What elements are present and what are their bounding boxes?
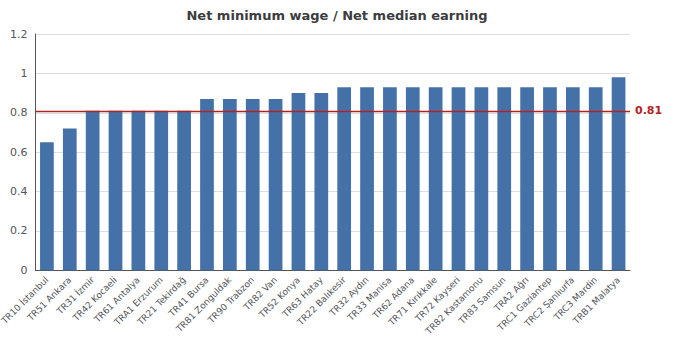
- svg-text:TR71 Kırıkkale: TR71 Kırıkkale: [386, 274, 440, 328]
- svg-text:0.8: 0.8: [10, 106, 28, 119]
- svg-text:0.81: 0.81: [635, 104, 662, 117]
- svg-text:TR81 Zonguldak: TR81 Zonguldak: [174, 274, 234, 334]
- svg-text:TR90 Trabzon: TR90 Trabzon: [206, 274, 257, 325]
- svg-text:0.2: 0.2: [10, 224, 28, 237]
- svg-text:TR42 Kocaeli: TR42 Kocaeli: [71, 274, 120, 323]
- svg-text:0.6: 0.6: [10, 146, 28, 159]
- svg-text:TR62 Adana: TR62 Adana: [370, 274, 417, 321]
- svg-text:TR22 Balıkesir: TR22 Balıkesir: [295, 274, 348, 328]
- svg-text:TR33 Manisa: TR33 Manisa: [345, 274, 394, 323]
- svg-text:TR52 Konya: TR52 Konya: [257, 274, 302, 320]
- svg-text:TR51 Ankara: TR51 Ankara: [25, 274, 74, 323]
- svg-text:TRA1 Erzurum: TRA1 Erzurum: [112, 274, 165, 328]
- svg-text:Net minimum wage / Net median: Net minimum wage / Net median earning: [186, 8, 487, 23]
- svg-text:TR61 Antalya: TR61 Antalya: [92, 274, 142, 325]
- svg-text:TRC2 Şanlıurfa: TRC2 Şanlıurfa: [522, 274, 577, 329]
- svg-text:0.4: 0.4: [10, 185, 28, 198]
- svg-text:TRA2 Ağrı: TRA2 Ağrı: [492, 274, 531, 314]
- svg-text:TR31 İzmir: TR31 İzmir: [54, 274, 97, 317]
- svg-text:TR72 Kayseri: TR72 Kayseri: [413, 274, 462, 324]
- svg-text:TR82 Van: TR82 Van: [241, 274, 280, 313]
- svg-text:TR32 Aydın: TR32 Aydın: [327, 274, 371, 318]
- svg-text:TR41 Bursa: TR41 Bursa: [166, 274, 211, 319]
- svg-text:TRB1 Malatya: TRB1 Malatya: [570, 275, 622, 327]
- svg-text:TRC3 Mardin: TRC3 Mardin: [552, 274, 600, 323]
- svg-text:0: 0: [20, 264, 27, 277]
- svg-text:1: 1: [20, 67, 27, 80]
- svg-text:TR63 Hatay: TR63 Hatay: [280, 274, 325, 320]
- svg-text:1.2: 1.2: [10, 28, 28, 41]
- svg-text:TR82 Kastamonu: TR82 Kastamonu: [423, 274, 485, 337]
- svg-text:TR21 Tekirdağ: TR21 Tekirdağ: [135, 274, 188, 327]
- svg-text:TR83 Samsun: TR83 Samsun: [456, 274, 508, 326]
- svg-text:TRC1 Gaziantep: TRC1 Gaziantep: [495, 274, 554, 333]
